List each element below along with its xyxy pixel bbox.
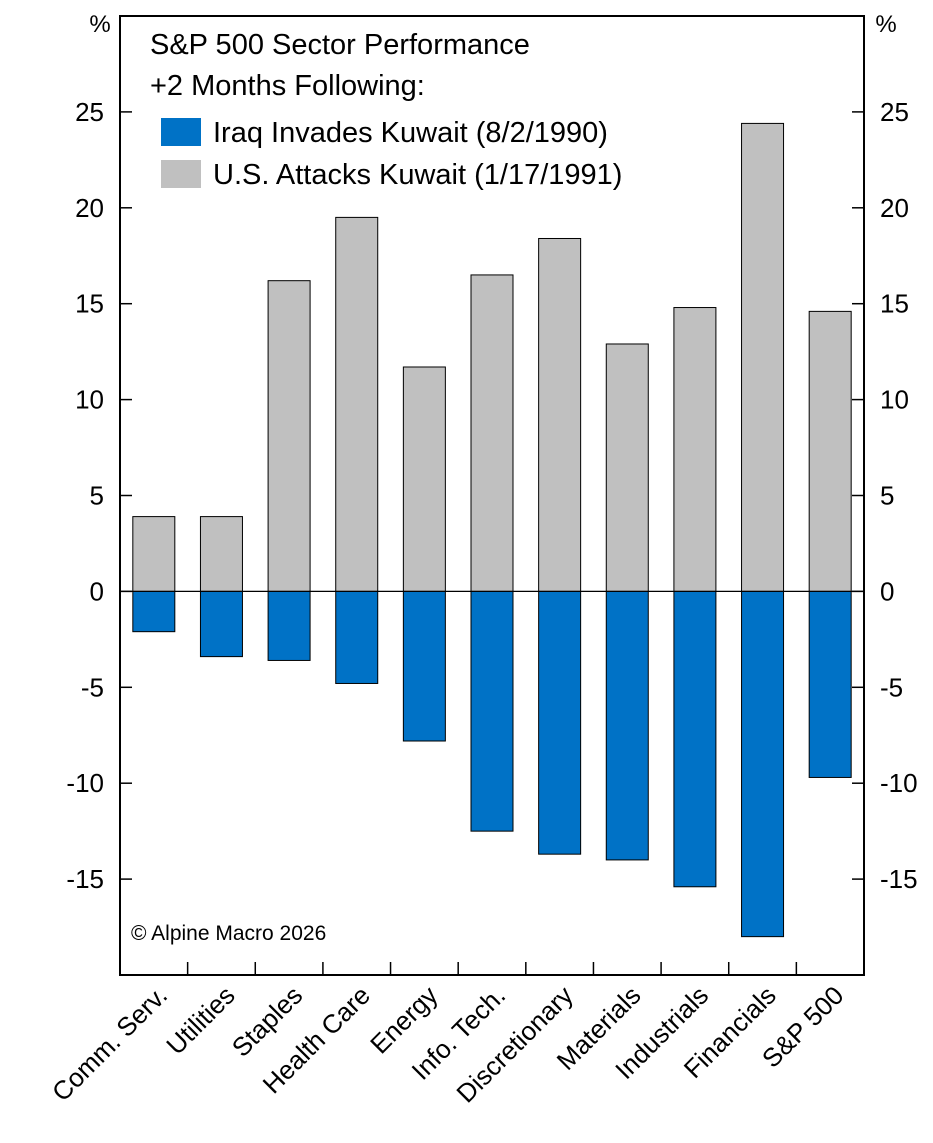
bar-us-attacks-discretionary [538,237,582,592]
bars-layer [132,122,852,938]
bar-iraq-invades-comm-serv [132,590,176,633]
right-tick-label: -15 [880,864,918,894]
bar-us-attacks-industrials [673,307,717,592]
right-tick-label: 10 [880,385,909,415]
bar-iraq-invades-energy [402,590,446,742]
bar-iraq-invades-info-tech [470,590,514,832]
bar-us-attacks-info-tech [470,274,514,592]
bar-iraq-invades-discretionary [538,590,582,855]
y-unit-right: % [875,11,896,38]
legend-swatch-us-attacks [161,160,201,188]
bar-iraq-invades-utilities [199,590,243,658]
right-tick-label: 5 [880,481,894,511]
left-tick-label: 10 [75,385,104,415]
chart-subtitle: +2 Months Following: [150,70,425,102]
left-tick-label: -15 [66,864,104,894]
right-tick-label: 15 [880,289,909,319]
x-tick-label-comm-serv: Comm. Serv. [46,980,173,1107]
bar-us-attacks-comm-serv [132,516,176,592]
left-tick-label: 20 [75,193,104,223]
left-tick-label: 0 [90,576,104,606]
bar-us-attacks-staples [267,280,311,592]
copyright-annotation: © Alpine Macro 2026 [131,922,326,945]
right-tick-label: 25 [880,97,909,127]
x-tick-label-utilities: Utilities [160,980,240,1060]
legend-label-us-attacks: U.S. Attacks Kuwait (1/17/1991) [213,159,622,191]
legend-label-iraq-invades: Iraq Invades Kuwait (8/2/1990) [213,117,608,149]
bar-us-attacks-financials [741,122,785,592]
bar-us-attacks-health-care [335,216,379,592]
right-tick-label: -5 [880,672,903,702]
bar-iraq-invades-financials [741,590,785,938]
left-y-axis: -15 -10 -5 0 5 10 15 20 25 [66,97,132,894]
right-tick-label: 20 [880,193,909,223]
right-tick-label: 0 [880,576,894,606]
left-tick-label: 15 [75,289,104,319]
right-y-axis: -15 -10 -5 0 5 10 15 20 25 [852,97,918,894]
left-tick-label: 5 [90,481,104,511]
left-tick-label: -5 [81,672,104,702]
bar-us-attacks-energy [402,366,446,592]
legend-swatch-iraq-invades [161,118,201,146]
bar-us-attacks-utilities [199,516,243,592]
bar-iraq-invades-s-p-500 [808,590,852,778]
right-tick-label: -10 [880,768,918,798]
bar-iraq-invades-health-care [335,590,379,684]
y-unit-left: % [89,11,110,38]
bar-iraq-invades-staples [267,590,311,661]
chart-title: S&P 500 Sector Performance [150,29,530,61]
left-tick-label: -10 [66,768,104,798]
legend: Iraq Invades Kuwait (8/2/1990) U.S. Atta… [161,117,622,191]
left-tick-label: 25 [75,97,104,127]
bar-iraq-invades-materials [605,590,649,861]
bar-iraq-invades-industrials [673,590,717,888]
bar-us-attacks-materials [605,343,649,592]
bar-us-attacks-s-p-500 [808,310,852,592]
